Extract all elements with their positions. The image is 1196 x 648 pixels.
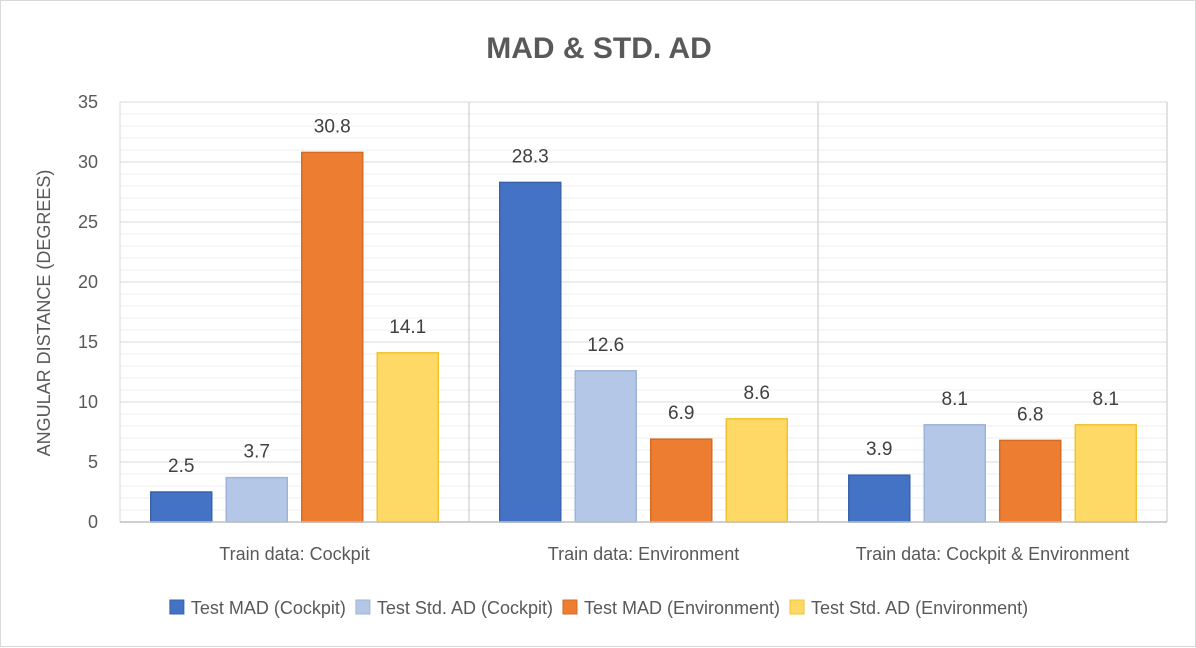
data-label: 6.9 xyxy=(668,403,694,424)
data-label: 8.1 xyxy=(1093,389,1119,410)
category-label: Train data: Environment xyxy=(548,544,739,564)
bar xyxy=(725,418,788,523)
legend-item: Test MAD (Cockpit) xyxy=(169,598,346,618)
y-tick-label: 20 xyxy=(78,272,98,292)
y-axis-title: ANGULAR DISTANCE (DEGREES) xyxy=(34,170,54,457)
y-tick-label: 10 xyxy=(78,392,98,412)
y-tick-label: 5 xyxy=(88,452,98,472)
legend-label: Test Std. AD (Cockpit) xyxy=(377,598,553,618)
chart-title: MAD & STD. AD xyxy=(486,32,712,65)
bar xyxy=(225,476,288,523)
y-tick-label: 0 xyxy=(88,512,98,532)
grid-layer xyxy=(119,101,1168,523)
bar xyxy=(848,474,911,523)
bar xyxy=(999,439,1062,523)
data-label: 28.3 xyxy=(512,146,549,167)
legend-swatch xyxy=(169,599,185,615)
category-label: Train data: Cockpit xyxy=(219,544,369,564)
y-tick-label: 30 xyxy=(78,152,98,172)
bar xyxy=(650,438,713,523)
legend-label: Test MAD (Cockpit) xyxy=(191,598,346,618)
data-label: 30.8 xyxy=(314,116,351,137)
data-label: 3.9 xyxy=(866,439,892,460)
bar xyxy=(923,424,986,523)
legend-item: Test Std. AD (Environment) xyxy=(789,598,1028,618)
legend-label: Test Std. AD (Environment) xyxy=(811,598,1028,618)
data-label: 8.1 xyxy=(942,389,968,410)
legend-label: Test MAD (Environment) xyxy=(584,598,780,618)
y-tick-label: 35 xyxy=(78,92,98,112)
category-label: Train data: Cockpit & Environment xyxy=(856,544,1129,564)
bar xyxy=(499,181,562,523)
legend-swatch xyxy=(562,599,578,615)
data-label: 3.7 xyxy=(244,442,270,463)
data-label: 2.5 xyxy=(168,456,194,477)
data-label: 6.8 xyxy=(1017,404,1043,425)
data-label: 8.6 xyxy=(744,383,770,404)
data-label: 12.6 xyxy=(587,335,624,356)
legend: Test MAD (Cockpit) Test Std. AD (Cockpit)… xyxy=(169,598,1028,618)
bar xyxy=(150,491,213,523)
y-tick-label: 15 xyxy=(78,332,98,352)
data-label: 14.1 xyxy=(389,317,426,338)
legend-item: Test MAD (Environment) xyxy=(562,598,780,618)
legend-item: Test Std. AD (Cockpit) xyxy=(355,598,553,618)
bar xyxy=(574,370,637,523)
legend-swatch xyxy=(355,599,371,615)
bar xyxy=(1074,424,1137,523)
axis-layer: 0 5 10 15 20 25 30 35 Train data: Cockpit Train d… xyxy=(78,92,1167,564)
bar xyxy=(376,352,439,523)
y-tick-label: 25 xyxy=(78,212,98,232)
labels-layer: 2.5 3.7 30.8 14.1 28.3 12.6 6.9 8.6 3.9 8.1 6.8 8.1 xyxy=(168,116,1119,477)
legend-swatch xyxy=(789,599,805,615)
bar xyxy=(301,151,364,523)
bars-layer xyxy=(150,151,1137,523)
